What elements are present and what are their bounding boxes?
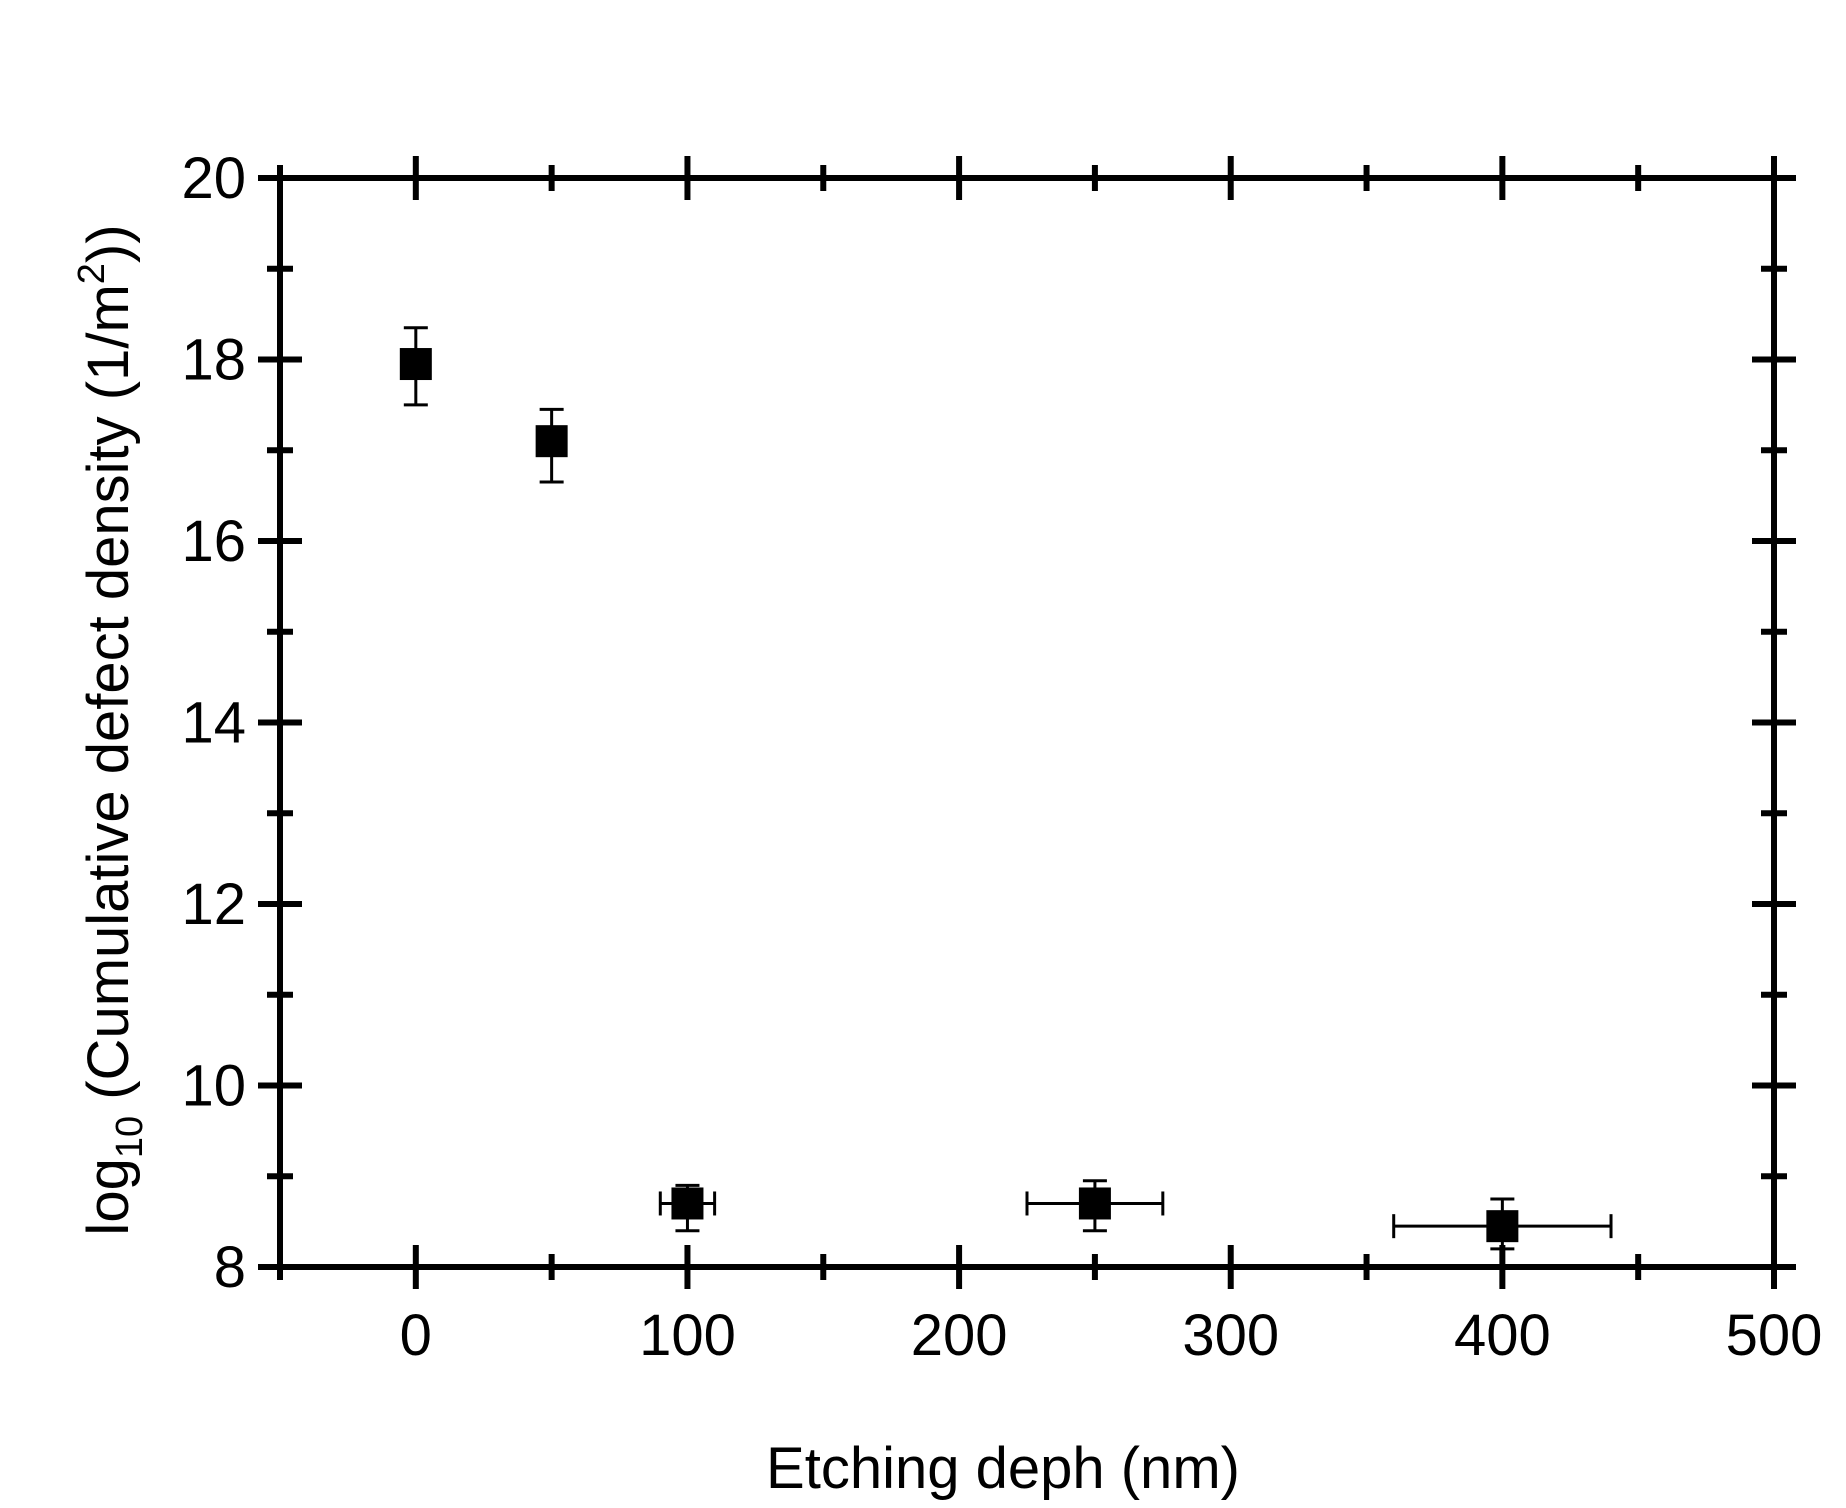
- y-axis-label: log10 (Cumulative defect density (1/m2)): [71, 224, 151, 1235]
- y-tick-label: 8: [214, 1235, 246, 1300]
- axis-ticks: [258, 156, 1796, 1289]
- plot-border: [277, 175, 1777, 1270]
- y-tick-label: 14: [181, 691, 246, 756]
- plot-frame: [277, 175, 1777, 1270]
- x-tick-label: 400: [1454, 1303, 1551, 1368]
- error-bars: [403, 326, 1613, 1251]
- x-tick-label: 200: [911, 1303, 1008, 1368]
- y-axis-label-text: (Cumulative defect density (1/m: [76, 284, 141, 1116]
- x-axis-label: Etching deph (nm): [766, 1436, 1240, 1501]
- y-axis-label-suffix: )): [76, 224, 141, 263]
- y-axis-label-superscript: 2: [71, 263, 113, 284]
- tick-labels: 0 100 200 300 400 500 8 10 12 14 16 18 20: [181, 146, 1822, 1368]
- y-tick-label: 20: [181, 146, 246, 211]
- x-tick-label: 100: [639, 1303, 736, 1368]
- y-tick-label: 18: [181, 328, 246, 393]
- data-point: [1486, 1210, 1519, 1243]
- x-tick-label: 500: [1726, 1303, 1823, 1368]
- y-tick-label: 16: [181, 509, 246, 574]
- y-axis-label-subscript: 10: [109, 1116, 151, 1158]
- y-tick-label: 12: [181, 872, 246, 937]
- data-points: [399, 348, 1519, 1243]
- x-tick-label: 300: [1182, 1303, 1279, 1368]
- data-point: [671, 1187, 704, 1220]
- x-tick-label: 0: [400, 1303, 432, 1368]
- y-axis-label-prefix: log: [76, 1158, 141, 1235]
- data-point: [1078, 1187, 1111, 1220]
- data-point: [535, 425, 568, 458]
- y-tick-label: 10: [181, 1054, 246, 1119]
- data-point: [399, 348, 432, 381]
